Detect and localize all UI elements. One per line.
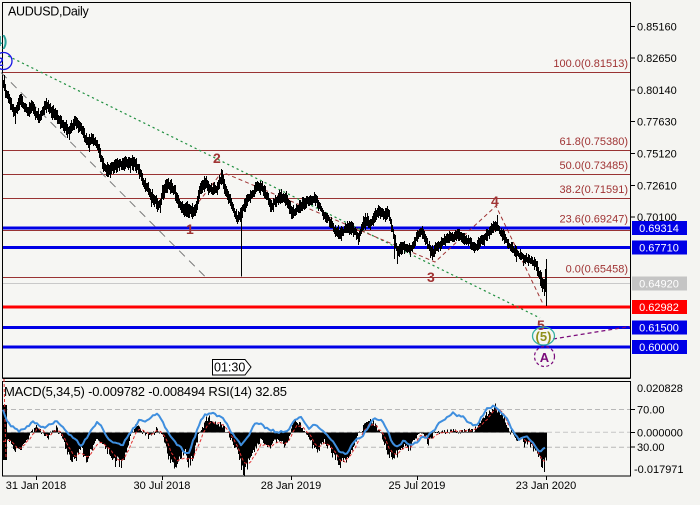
svg-text:4): 4) [0,33,7,50]
svg-text:2: 2 [0,55,4,69]
svg-text:0.020828: 0.020828 [637,383,683,395]
svg-text:30 Jul 2018: 30 Jul 2018 [134,480,191,492]
svg-text:0.75120: 0.75120 [637,149,677,161]
svg-text:0.67710: 0.67710 [639,243,679,255]
svg-text:0.0(0.65458): 0.0(0.65458) [566,264,628,276]
svg-text:-0.017971: -0.017971 [634,464,684,476]
svg-text:01:30: 01:30 [214,361,245,375]
svg-text:25 Jul 2019: 25 Jul 2019 [389,480,446,492]
svg-text:0.72610: 0.72610 [637,180,677,192]
svg-text:1: 1 [186,221,194,237]
svg-text:31 Jan 2018: 31 Jan 2018 [6,480,67,492]
svg-text:30.00: 30.00 [637,442,665,454]
svg-text:(5): (5) [536,329,552,344]
svg-text:0.77630: 0.77630 [637,117,677,129]
svg-text:0.64920: 0.64920 [639,279,679,291]
svg-text:23 Jan 2020: 23 Jan 2020 [516,480,577,492]
svg-text:0.000000: 0.000000 [637,427,683,439]
svg-text:0.60000: 0.60000 [639,342,679,354]
svg-text:0.70100: 0.70100 [637,212,677,224]
svg-text:100.0(0.81513): 100.0(0.81513) [553,58,628,70]
svg-text:A: A [540,350,550,365]
svg-text:61.8(0.75380): 61.8(0.75380) [560,136,629,148]
svg-text:4: 4 [491,193,499,209]
svg-text:0.69314: 0.69314 [639,223,679,235]
svg-text:0.80140: 0.80140 [637,85,677,97]
svg-text:50.0(0.73485): 50.0(0.73485) [560,160,629,172]
svg-text:28 Jan 2019: 28 Jan 2019 [261,480,322,492]
svg-text:3: 3 [427,269,435,285]
svg-text:AUDUSD,Daily: AUDUSD,Daily [8,5,89,19]
svg-text:2: 2 [213,150,221,166]
svg-text:0.61500: 0.61500 [639,323,679,335]
svg-text:5: 5 [537,317,545,333]
svg-text:38.2(0.71591): 38.2(0.71591) [560,184,629,196]
svg-text:0.82650: 0.82650 [637,53,677,65]
svg-text:0.85160: 0.85160 [637,21,677,33]
svg-text:23.6(0.69247): 23.6(0.69247) [560,214,629,226]
svg-text:0.62982: 0.62982 [639,302,679,314]
svg-text:70.00: 70.00 [637,405,665,417]
svg-text:MACD(5,34,5) -0.009782 -0.0084: MACD(5,34,5) -0.009782 -0.008494 RSI(14)… [4,384,287,399]
